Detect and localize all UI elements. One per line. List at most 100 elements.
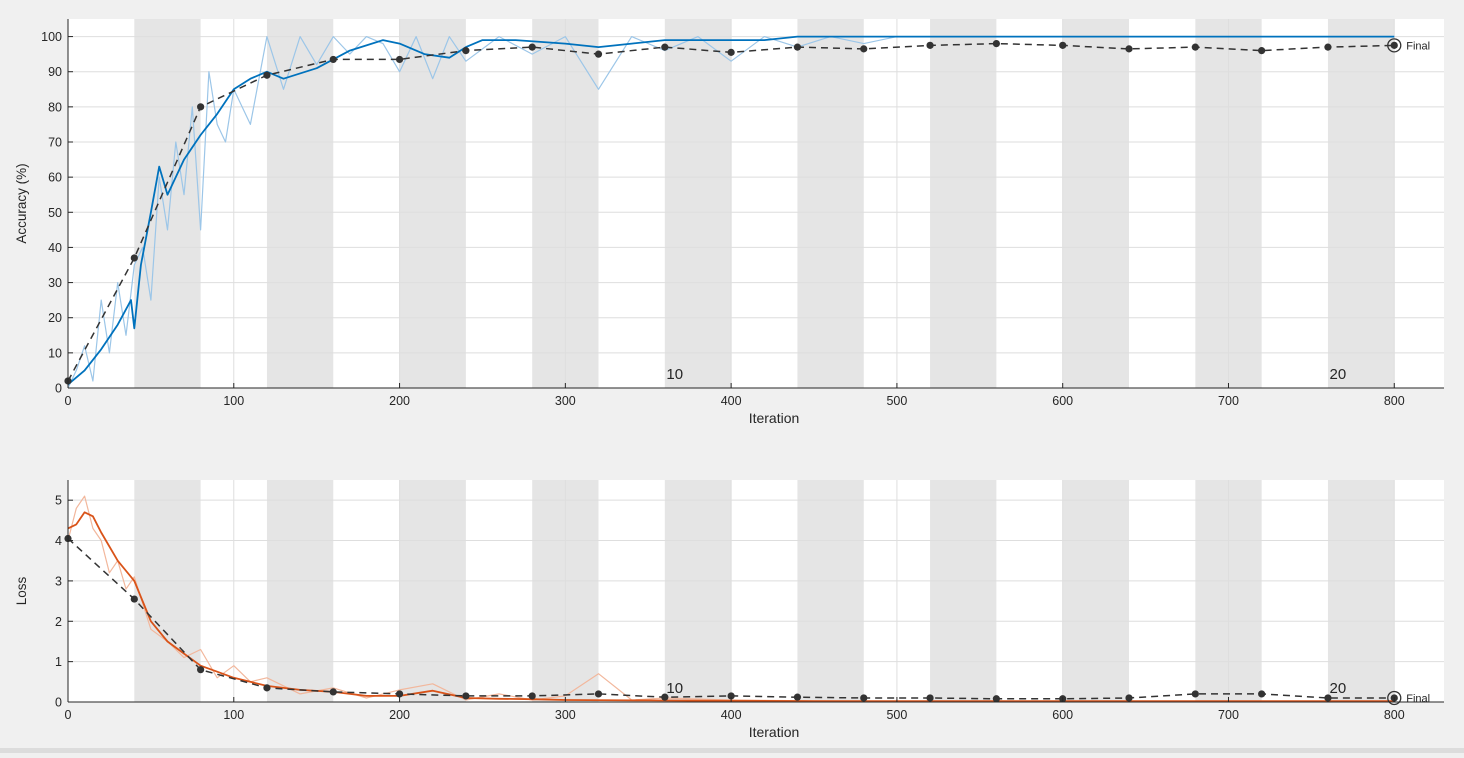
y-tick-label: 90 — [48, 65, 62, 79]
accuracy-validation-point — [1059, 41, 1067, 49]
accuracy-validation-point — [926, 41, 934, 49]
y-tick-label: 80 — [48, 100, 62, 114]
x-tick-label: 0 — [65, 708, 72, 722]
loss-validation-point — [594, 690, 603, 698]
y-tick-label: 70 — [48, 136, 62, 150]
loss-validation-point — [727, 692, 735, 700]
accuracy-validation-point — [1324, 43, 1332, 51]
y-axis-label: Accuracy (%) — [14, 163, 29, 243]
y-tick-label: 50 — [48, 206, 62, 220]
accuracy-validation-point — [329, 55, 337, 64]
epoch-band — [1327, 19, 1395, 388]
accuracy-validation-point — [727, 48, 735, 56]
epoch-band — [930, 19, 997, 388]
y-tick-label: 4 — [55, 534, 62, 548]
accuracy-validation-point — [395, 55, 404, 64]
loss-validation-point — [329, 688, 337, 696]
loss-validation-point — [661, 693, 669, 701]
epoch-label: 20 — [1330, 680, 1347, 697]
accuracy-validation-point — [130, 254, 138, 262]
final-label: Final — [1406, 693, 1430, 705]
epoch-band — [266, 19, 334, 388]
y-tick-label: 100 — [41, 30, 62, 44]
accuracy-validation-point — [462, 47, 470, 55]
loss-validation-point — [1191, 690, 1199, 698]
final-marker — [1387, 690, 1402, 706]
accuracy-validation-point — [263, 71, 271, 79]
x-tick-label: 600 — [1052, 394, 1073, 408]
final-label: Final — [1406, 40, 1430, 52]
epoch-band — [1327, 480, 1395, 702]
x-tick-label: 500 — [886, 708, 907, 722]
epoch-band — [930, 480, 997, 702]
loss-raw-line — [67, 495, 1395, 702]
x-tick-label: 600 — [1052, 708, 1073, 722]
accuracy-validation-point — [1125, 45, 1133, 53]
epoch-band — [1062, 480, 1130, 702]
y-tick-label: 0 — [55, 696, 62, 710]
accuracy-raw-line — [67, 35, 1395, 389]
accuracy-smoothed-line — [67, 35, 1395, 386]
epoch-band — [134, 19, 201, 388]
x-tick-label: 200 — [389, 394, 410, 408]
loss-validation-point — [528, 692, 536, 700]
loss-validation-line — [67, 537, 1395, 700]
x-tick-label: 700 — [1218, 708, 1239, 722]
y-tick-label: 3 — [55, 574, 62, 588]
x-tick-label: 800 — [1384, 708, 1405, 722]
y-tick-label: 1 — [55, 655, 62, 669]
epoch-band — [664, 480, 732, 702]
accuracy-validation-point — [661, 43, 669, 51]
window-bottom-edge — [0, 748, 1464, 753]
x-tick-label: 100 — [223, 394, 244, 408]
x-tick-label: 400 — [721, 708, 742, 722]
loss-validation-point — [1258, 690, 1266, 698]
final-marker — [1387, 38, 1402, 53]
epoch-band — [266, 480, 334, 702]
x-axis-label: Iteration — [749, 724, 800, 740]
accuracy-panel: 10 20 Final 0 100 200 300 400 500 600 700 800 0 10 20 3… — [14, 19, 1444, 426]
loss-validation-point — [395, 690, 404, 698]
accuracy-validation-point — [528, 43, 536, 51]
y-tick-label: 20 — [48, 311, 62, 325]
accuracy-validation-point — [594, 50, 603, 58]
loss-validation-point — [1324, 694, 1332, 702]
x-tick-label: 800 — [1384, 394, 1405, 408]
epoch-band — [134, 480, 201, 702]
accuracy-validation-point — [1390, 41, 1398, 49]
epoch-label: 10 — [666, 680, 683, 697]
loss-validation-point — [926, 694, 934, 702]
loss-validation-point — [263, 684, 271, 692]
y-tick-label: 5 — [55, 494, 62, 508]
epoch-band — [797, 19, 864, 388]
loss-validation-point — [992, 695, 1000, 703]
accuracy-validation-point — [793, 43, 802, 51]
x-tick-label: 0 — [65, 394, 72, 408]
loss-validation-point — [860, 694, 868, 702]
epoch-band — [797, 480, 864, 702]
accuracy-validation-point — [1258, 47, 1266, 55]
y-tick-label: 30 — [48, 276, 62, 290]
loss-validation-point — [1125, 694, 1133, 702]
y-tick-label: 60 — [48, 171, 62, 185]
accuracy-validation-point — [1191, 43, 1199, 51]
loss-validation-point — [462, 692, 470, 700]
y-tick-label: 10 — [48, 346, 62, 360]
epoch-band — [399, 480, 466, 702]
x-tick-label: 400 — [721, 394, 742, 408]
y-tick-label: 2 — [55, 615, 62, 629]
x-tick-label: 100 — [223, 708, 244, 722]
x-tick-label: 200 — [389, 708, 410, 722]
accuracy-validation-point — [197, 103, 205, 111]
epoch-label: 20 — [1330, 366, 1347, 383]
loss-validation-point — [793, 693, 802, 701]
y-tick-label: 40 — [48, 241, 62, 255]
x-axis-label: Iteration — [749, 410, 800, 426]
x-tick-label: 500 — [886, 394, 907, 408]
loss-validation-point — [197, 666, 205, 674]
epoch-band — [399, 19, 466, 388]
x-tick-label: 700 — [1218, 394, 1239, 408]
epoch-band — [664, 19, 732, 388]
epoch-band — [1062, 19, 1130, 388]
